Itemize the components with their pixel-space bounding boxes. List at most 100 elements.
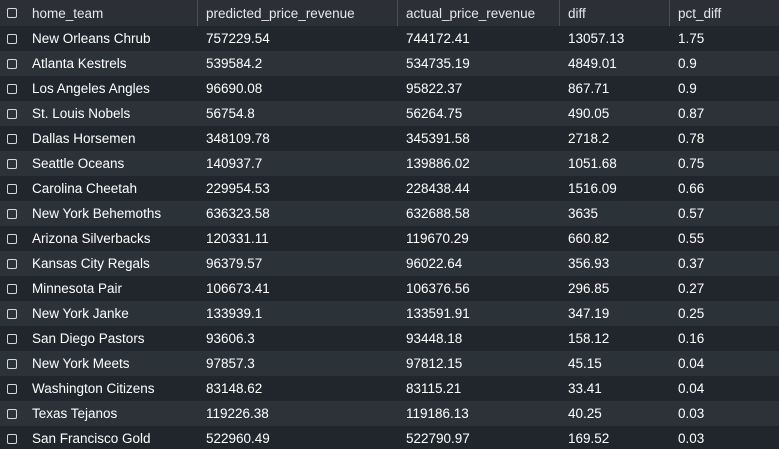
table-row[interactable]: New York Behemoths 636323.58 632688.58 3635… <box>0 201 779 226</box>
row-select-cell[interactable] <box>0 26 24 51</box>
cell-pct-diff[interactable]: 0.16 <box>678 331 705 346</box>
table-row[interactable]: Atlanta Kestrels 539584.2 534735.19 4849.01… <box>0 51 779 76</box>
cell-home-team[interactable]: Kansas City Regals <box>32 256 150 271</box>
cell-diff[interactable]: 356.93 <box>568 256 610 271</box>
cell-home-team[interactable]: Carolina Cheetah <box>32 181 138 196</box>
cell-actual-price-revenue[interactable]: 119186.13 <box>406 406 469 421</box>
cell-home-team[interactable]: St. Louis Nobels <box>32 106 131 121</box>
cell-pct-diff[interactable]: 0.75 <box>678 156 705 171</box>
cell-predicted-price-revenue[interactable]: 757229.54 <box>206 31 270 46</box>
cell-actual-price-revenue[interactable]: 139886.02 <box>406 156 470 171</box>
table-row[interactable]: New Orleans Chrub 757229.54 744172.41 13057… <box>0 26 779 51</box>
cell-pct-diff[interactable]: 0.04 <box>678 381 705 396</box>
cell-pct-diff[interactable]: 0.25 <box>678 306 705 321</box>
cell-actual-price-revenue[interactable]: 119670.29 <box>406 231 469 246</box>
cell-predicted-price-revenue[interactable]: 133939.1 <box>206 306 263 321</box>
cell-pct-diff[interactable]: 0.03 <box>678 431 705 446</box>
cell-diff[interactable]: 347.19 <box>568 306 610 321</box>
table-row[interactable]: Minnesota Pair 106673.41 106376.56 296.85 0.… <box>0 276 779 301</box>
cell-actual-price-revenue[interactable]: 83115.21 <box>406 381 462 396</box>
cell-predicted-price-revenue[interactable]: 106673.41 <box>206 281 270 296</box>
row-select-cell[interactable] <box>0 326 24 351</box>
cell-home-team[interactable]: New York Behemoths <box>32 206 162 221</box>
cell-predicted-price-revenue[interactable]: 83148.62 <box>206 381 263 396</box>
row-checkbox[interactable] <box>7 58 17 69</box>
cell-predicted-price-revenue[interactable]: 96690.08 <box>206 81 263 96</box>
cell-home-team[interactable]: New York Meets <box>32 356 130 371</box>
cell-actual-price-revenue[interactable]: 744172.41 <box>406 31 470 46</box>
cell-pct-diff[interactable]: 0.57 <box>678 206 705 221</box>
row-select-cell[interactable] <box>0 226 24 251</box>
cell-actual-price-revenue[interactable]: 133591.91 <box>406 306 470 321</box>
cell-pct-diff[interactable]: 0.9 <box>678 56 697 71</box>
row-checkbox[interactable] <box>7 358 17 369</box>
row-select-cell[interactable] <box>0 176 24 201</box>
cell-home-team[interactable]: Minnesota Pair <box>32 281 123 296</box>
cell-home-team[interactable]: Seattle Oceans <box>32 156 125 171</box>
cell-diff[interactable]: 40.25 <box>568 406 602 421</box>
cell-actual-price-revenue[interactable]: 345391.58 <box>406 131 470 146</box>
row-select-cell[interactable] <box>0 201 24 226</box>
cell-pct-diff[interactable]: 0.66 <box>678 181 705 196</box>
row-checkbox[interactable] <box>7 408 17 419</box>
table-row[interactable]: Los Angeles Angles 96690.08 95822.37 867.71… <box>0 76 779 101</box>
cell-home-team[interactable]: Washington Citizens <box>32 381 155 396</box>
table-row[interactable]: Arizona Silverbacks 120331.11 119670.29 660… <box>0 226 779 251</box>
row-checkbox[interactable] <box>7 383 17 394</box>
select-all-cell[interactable] <box>0 0 24 26</box>
cell-pct-diff[interactable]: 0.9 <box>678 81 697 96</box>
cell-predicted-price-revenue[interactable]: 636323.58 <box>206 206 270 221</box>
cell-diff[interactable]: 2718.2 <box>568 131 610 146</box>
column-header-predicted-price-revenue[interactable]: predicted_price_revenue <box>198 0 398 26</box>
cell-home-team[interactable]: San Diego Pastors <box>32 331 145 346</box>
cell-predicted-price-revenue[interactable]: 96379.57 <box>206 256 263 271</box>
cell-predicted-price-revenue[interactable]: 119226.38 <box>206 406 269 421</box>
row-select-cell[interactable] <box>0 426 24 449</box>
row-select-cell[interactable] <box>0 51 24 76</box>
row-select-cell[interactable] <box>0 76 24 101</box>
cell-pct-diff[interactable]: 0.55 <box>678 231 705 246</box>
cell-predicted-price-revenue[interactable]: 97857.3 <box>206 356 255 371</box>
cell-predicted-price-revenue[interactable]: 120331.11 <box>206 231 269 246</box>
cell-home-team[interactable]: Texas Tejanos <box>32 406 118 421</box>
row-select-cell[interactable] <box>0 251 24 276</box>
cell-actual-price-revenue[interactable]: 96022.64 <box>406 256 463 271</box>
table-row[interactable]: Seattle Oceans 140937.7 139886.02 1051.68 0.… <box>0 151 779 176</box>
cell-actual-price-revenue[interactable]: 93448.18 <box>406 331 463 346</box>
cell-actual-price-revenue[interactable]: 97812.15 <box>406 356 463 371</box>
table-row[interactable]: New York Meets 97857.3 97812.15 45.15 0.04 <box>0 351 779 376</box>
cell-diff[interactable]: 660.82 <box>568 231 610 246</box>
row-checkbox[interactable] <box>7 108 17 119</box>
cell-predicted-price-revenue[interactable]: 229954.53 <box>206 181 270 196</box>
cell-pct-diff[interactable]: 0.37 <box>678 256 705 271</box>
table-row[interactable]: New York Janke 133939.1 133591.91 347.19 0.2… <box>0 301 779 326</box>
cell-diff[interactable]: 867.71 <box>568 81 610 96</box>
cell-pct-diff[interactable]: 0.87 <box>678 106 705 121</box>
row-select-cell[interactable] <box>0 101 24 126</box>
cell-home-team[interactable]: Los Angeles Angles <box>32 81 150 96</box>
table-row[interactable]: Carolina Cheetah 229954.53 228438.44 1516.0… <box>0 176 779 201</box>
cell-diff[interactable]: 33.41 <box>568 381 602 396</box>
cell-pct-diff[interactable]: 1.75 <box>678 31 705 46</box>
cell-home-team[interactable]: San Francisco Gold <box>32 431 151 446</box>
cell-actual-price-revenue[interactable]: 95822.37 <box>406 81 463 96</box>
cell-home-team[interactable]: Dallas Horsemen <box>32 131 136 146</box>
row-select-cell[interactable] <box>0 376 24 401</box>
column-header-home-team[interactable]: home_team <box>24 0 198 26</box>
table-row[interactable]: Texas Tejanos 119226.38 119186.13 40.25 0.03 <box>0 401 779 426</box>
cell-diff[interactable]: 1051.68 <box>568 156 617 171</box>
cell-actual-price-revenue[interactable]: 106376.56 <box>406 281 470 296</box>
cell-pct-diff[interactable]: 0.03 <box>678 406 705 421</box>
row-select-cell[interactable] <box>0 401 24 426</box>
row-checkbox[interactable] <box>7 158 17 169</box>
row-checkbox[interactable] <box>7 333 17 344</box>
cell-predicted-price-revenue[interactable]: 140937.7 <box>206 156 263 171</box>
row-select-cell[interactable] <box>0 301 24 326</box>
row-select-cell[interactable] <box>0 276 24 301</box>
cell-diff[interactable]: 45.15 <box>568 356 602 371</box>
cell-diff[interactable]: 3635 <box>568 206 599 221</box>
cell-pct-diff[interactable]: 0.27 <box>678 281 705 296</box>
cell-home-team[interactable]: Arizona Silverbacks <box>32 231 151 246</box>
row-checkbox[interactable] <box>7 183 17 194</box>
column-header-diff[interactable]: diff <box>560 0 670 26</box>
